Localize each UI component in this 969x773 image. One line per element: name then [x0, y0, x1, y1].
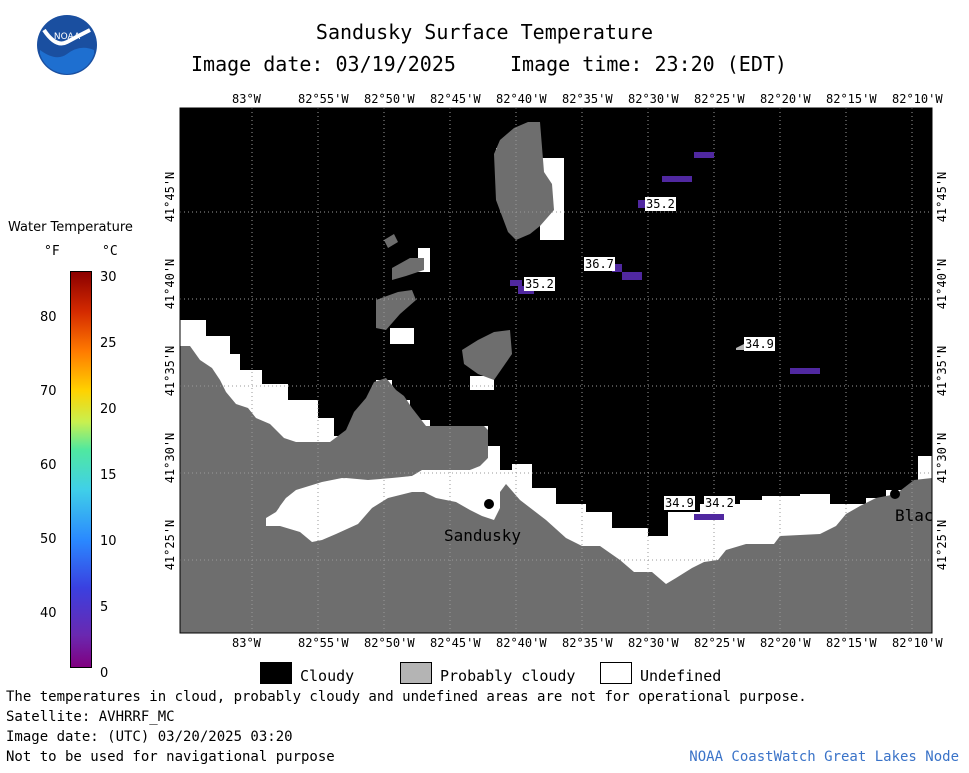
longitude-label: 82°10'W [892, 92, 943, 106]
island [494, 122, 554, 240]
island [376, 290, 416, 330]
celsius-tick: 25 [100, 336, 117, 351]
latitude-label: 41°30'N [935, 432, 949, 484]
lat-lon-grid [180, 108, 932, 633]
longitude-label: 82°45'W [430, 636, 481, 650]
unit-celsius: °C [102, 244, 118, 259]
celsius-tick: 10 [100, 534, 117, 549]
longitude-label: 82°40'W [496, 636, 547, 650]
longitude-label: 82°30'W [628, 636, 679, 650]
temp-label: 34.9 [744, 337, 775, 351]
temp-label: 34.9 [664, 496, 695, 510]
cloudy-swatch [260, 662, 292, 684]
latitude-label: 41°40'N [163, 258, 177, 310]
unit-fahrenheit: °F [44, 244, 60, 259]
probably-cloudy-swatch [400, 662, 432, 684]
city-marker [484, 499, 494, 509]
longitude-label: 82°15'W [826, 636, 877, 650]
disclaimer: The temperatures in cloud, probably clou… [6, 689, 807, 705]
island [462, 330, 512, 380]
probably-cloudy-label: Probably cloudy [440, 667, 576, 685]
latitude-label: 41°45'N [935, 171, 949, 223]
latitude-label: 41°30'N [163, 432, 177, 484]
celsius-tick: 0 [100, 666, 109, 681]
longitude-label: 82°15'W [826, 92, 877, 106]
color-scale-title: Water Temperature [8, 220, 133, 235]
city-label: Blac [895, 506, 934, 525]
city-marker [890, 489, 900, 499]
credit-link[interactable]: NOAA CoastWatch Great Lakes Node [689, 749, 959, 765]
island [392, 258, 424, 280]
noaa-logo: NOAA [36, 14, 98, 76]
fahrenheit-tick: 50 [40, 532, 57, 547]
satellite: Satellite: AVHRRF_MC [6, 709, 175, 725]
celsius-tick: 30 [100, 270, 117, 285]
longitude-label: 82°55'W [298, 92, 349, 106]
latitude-label: 41°25'N [163, 519, 177, 571]
longitude-label: 82°30'W [628, 92, 679, 106]
longitude-label: 82°35'W [562, 92, 613, 106]
longitude-label: 82°45'W [430, 92, 481, 106]
longitude-label: 82°25'W [694, 636, 745, 650]
mainland [180, 346, 932, 633]
celsius-tick: 5 [100, 600, 109, 615]
island [384, 234, 398, 248]
color-scale-bar [70, 271, 92, 668]
temp-label: 34.2 [704, 496, 735, 510]
temp-label: 35.2 [645, 197, 676, 211]
utc-date: Image date: (UTC) 03/20/2025 03:20 [6, 729, 293, 745]
longitude-label: 82°25'W [694, 92, 745, 106]
longitude-label: 82°50'W [364, 636, 415, 650]
city-label: Sandusky [444, 526, 522, 545]
longitude-label: 82°10'W [892, 636, 943, 650]
celsius-tick: 15 [100, 468, 117, 483]
fahrenheit-tick: 40 [40, 606, 57, 621]
cloudy-label: Cloudy [300, 667, 355, 685]
temp-label: 36.7 [584, 257, 615, 271]
latitude-label: 41°25'N [935, 519, 949, 571]
nav-warning: Not to be used for navigational purpose [6, 749, 335, 765]
logo-text: NOAA [54, 32, 81, 42]
temp-label: 35.2 [524, 277, 555, 291]
longitude-label: 83°W [232, 636, 261, 650]
undefined-swatch [600, 662, 632, 684]
latitude-label: 41°45'N [163, 171, 177, 223]
fahrenheit-tick: 70 [40, 384, 57, 399]
latitude-label: 41°35'N [935, 345, 949, 397]
longitude-label: 82°40'W [496, 92, 547, 106]
longitude-label: 83°W [232, 92, 261, 106]
latitude-label: 41°35'N [163, 345, 177, 397]
longitude-label: 82°50'W [364, 92, 415, 106]
celsius-tick: 20 [100, 402, 117, 417]
longitude-label: 82°20'W [760, 636, 811, 650]
fahrenheit-tick: 60 [40, 458, 57, 473]
image-time: Image time: 23:20 (EDT) [510, 52, 787, 76]
undefined-label: Undefined [640, 667, 722, 685]
longitude-label: 82°55'W [298, 636, 349, 650]
longitude-label: 82°35'W [562, 636, 613, 650]
fahrenheit-tick: 80 [40, 310, 57, 325]
latitude-label: 41°40'N [935, 258, 949, 310]
image-date: Image date: 03/19/2025 [191, 52, 456, 76]
longitude-label: 82°20'W [760, 92, 811, 106]
map-title: Sandusky Surface Temperature [315, 20, 654, 44]
